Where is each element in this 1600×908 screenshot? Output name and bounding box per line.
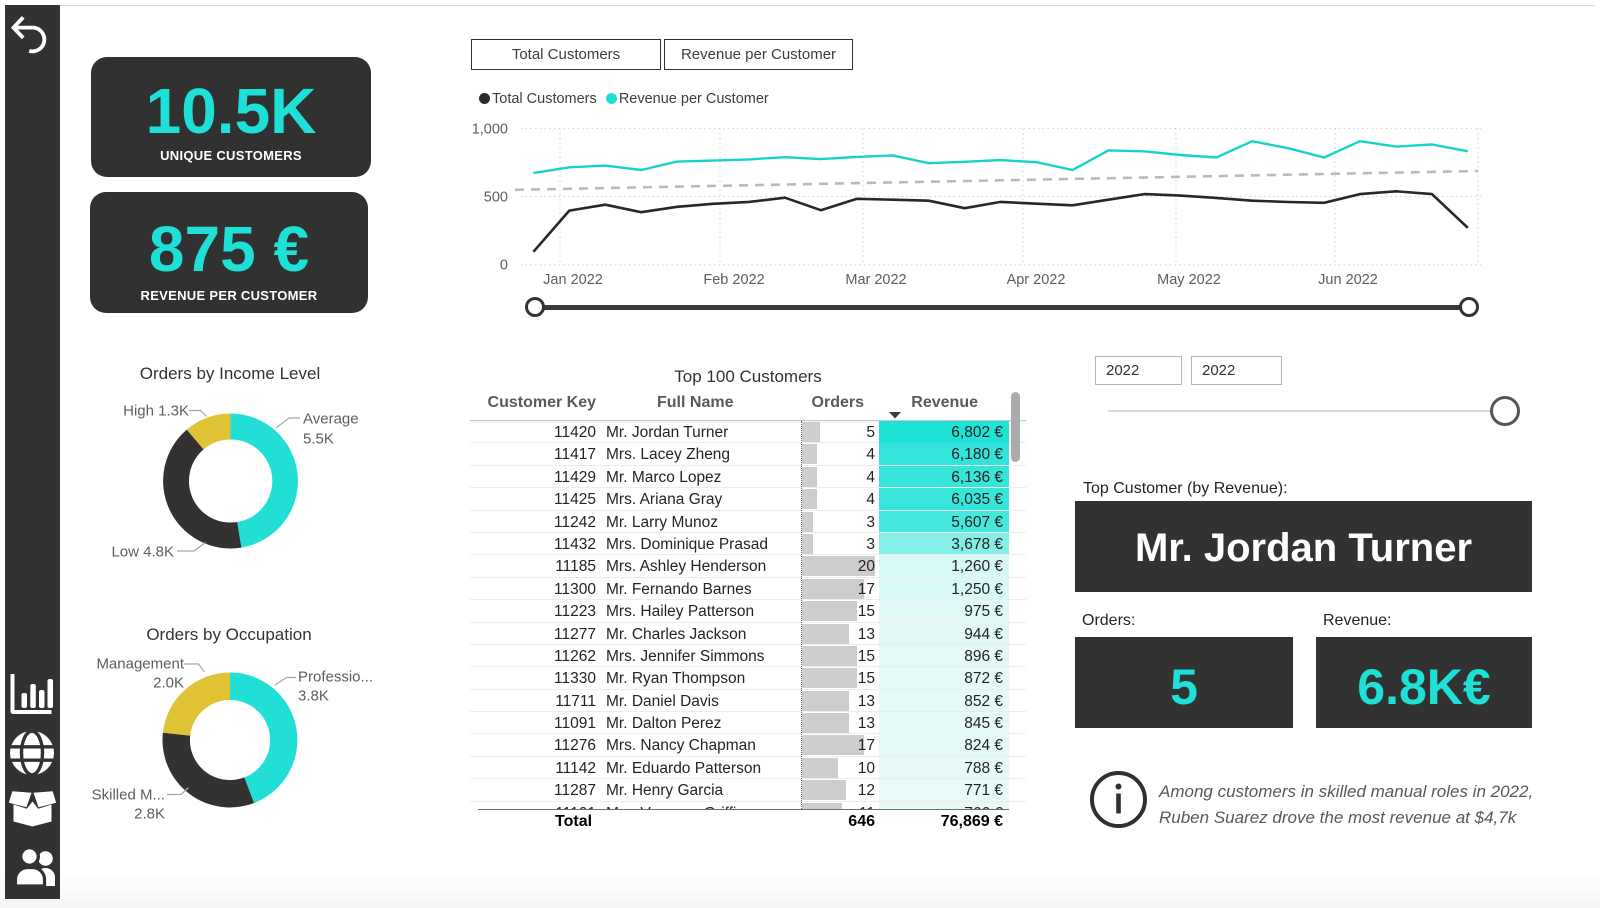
- svg-text:500: 500: [484, 190, 508, 206]
- svg-text:Jan 2022: Jan 2022: [543, 272, 603, 288]
- svg-text:1,000: 1,000: [472, 122, 508, 138]
- svg-text:2.8K: 2.8K: [134, 806, 165, 823]
- svg-text:Skilled M...: Skilled M...: [92, 787, 165, 804]
- svg-text:Low 4.8K: Low 4.8K: [111, 544, 174, 561]
- svg-text:Average: Average: [303, 411, 359, 428]
- svg-text:0: 0: [500, 258, 508, 274]
- svg-text:2.0K: 2.0K: [153, 675, 184, 692]
- svg-text:Jun 2022: Jun 2022: [1318, 272, 1378, 288]
- svg-text:Mar 2022: Mar 2022: [845, 272, 906, 288]
- svg-text:Apr 2022: Apr 2022: [1007, 272, 1066, 288]
- svg-text:3.8K: 3.8K: [298, 688, 329, 705]
- svg-text:Professio...: Professio...: [298, 669, 373, 686]
- svg-text:Management: Management: [96, 656, 184, 673]
- svg-text:May 2022: May 2022: [1157, 272, 1221, 288]
- svg-text:Feb 2022: Feb 2022: [703, 272, 764, 288]
- svg-text:High 1.3K: High 1.3K: [123, 403, 189, 420]
- svg-text:5.5K: 5.5K: [303, 431, 334, 448]
